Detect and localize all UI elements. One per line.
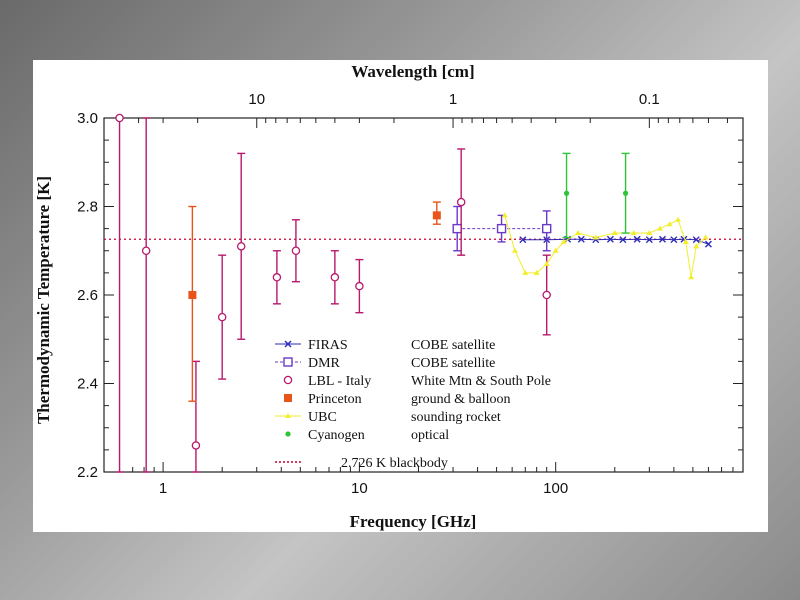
data-point	[542, 223, 552, 234]
y-tick-label: 2.8	[77, 199, 98, 216]
data-point	[330, 273, 340, 282]
data-point	[456, 197, 466, 207]
legend-marker	[285, 431, 291, 437]
data-point	[592, 234, 599, 240]
data-point	[633, 235, 641, 243]
data-point	[666, 221, 673, 227]
series-lbl-italy	[115, 113, 551, 473]
legend: FIRAS COBE satellite DMR COBE satellite LBL …	[275, 338, 551, 471]
series-dmr	[452, 205, 552, 252]
data-point	[682, 238, 689, 244]
data-point	[501, 212, 508, 218]
series-firas	[519, 235, 712, 248]
data-point	[217, 312, 227, 322]
legend-marker	[283, 357, 293, 367]
legend-marker	[283, 375, 293, 385]
top-tick-label: 0.1	[639, 91, 660, 108]
y-tick-label: 3.0	[77, 110, 98, 127]
legend-label: UBC	[308, 410, 337, 425]
y-tick-label: 2.2	[77, 464, 98, 481]
data-point	[606, 235, 614, 243]
data-point	[191, 441, 201, 450]
data-point	[560, 238, 567, 244]
data-point	[670, 236, 678, 244]
series-line	[522, 238, 709, 245]
legend-label: Princeton	[308, 392, 362, 407]
data-point	[657, 225, 664, 231]
y-tick-label: 2.6	[77, 287, 98, 304]
data-point	[511, 247, 518, 253]
data-point	[496, 223, 507, 234]
legend-marker	[285, 413, 291, 418]
legend-label: Cyanogen	[308, 428, 365, 443]
top-axis-title: Wavelength [cm]	[351, 62, 474, 81]
legend-label: DMR	[308, 356, 341, 371]
legend-note: optical	[411, 428, 449, 443]
data-point	[355, 281, 364, 291]
data-point	[688, 274, 695, 280]
legend-note: White Mtn & South Pole	[411, 374, 551, 389]
data-point	[563, 190, 570, 196]
data-point	[552, 247, 559, 253]
series-princeton	[188, 201, 441, 402]
series-layer	[115, 113, 712, 473]
legend-note: ground & balloon	[411, 392, 511, 407]
cmb-spectrum-chart: 1 10 100 2.2 2.4 2.6 2.8 3.0 10 1 0.1 Wavelength […	[34, 62, 744, 531]
data-point	[115, 113, 124, 123]
tick-labels: 1 10 100 2.2 2.4 2.6 2.8 3.0 10 1 0.1	[77, 91, 660, 497]
x-tick-label: 10	[351, 480, 368, 497]
axis-ticks	[103, 117, 744, 473]
x-tick-label: 1	[159, 480, 167, 497]
data-point	[542, 290, 551, 300]
top-tick-label: 10	[248, 91, 265, 108]
data-point	[522, 269, 529, 275]
data-point	[675, 216, 682, 222]
legend-note: COBE satellite	[411, 356, 495, 371]
data-point	[543, 261, 550, 267]
data-point	[704, 240, 712, 248]
legend-note: COBE satellite	[411, 338, 495, 353]
data-point	[611, 230, 618, 236]
legend-marker	[284, 394, 292, 402]
data-point	[619, 236, 627, 244]
data-point	[452, 223, 462, 234]
legend-blackbody-label: 2.726 K blackbody	[341, 456, 448, 471]
legend-label: FIRAS	[308, 338, 348, 353]
series-cyanogen	[562, 152, 630, 239]
chart-panel: 1 10 100 2.2 2.4 2.6 2.8 3.0 10 1 0.1 Wavelength […	[33, 60, 768, 532]
data-point	[519, 236, 527, 244]
top-tick-label: 1	[449, 91, 457, 108]
data-point	[533, 269, 540, 275]
data-point	[291, 246, 301, 255]
data-point	[141, 246, 151, 255]
data-point	[692, 236, 700, 244]
y-axis-title: Thermodynamic Temperature [K]	[34, 176, 53, 424]
series-ubc	[501, 212, 709, 280]
data-point	[702, 234, 709, 240]
legend-label: LBL - Italy	[308, 374, 371, 389]
data-point	[592, 236, 600, 244]
data-point	[646, 230, 653, 236]
data-point	[630, 230, 637, 236]
data-point	[188, 291, 197, 299]
y-tick-label: 2.4	[77, 376, 98, 393]
series-line	[504, 215, 706, 278]
data-point	[577, 235, 585, 243]
data-point	[693, 243, 700, 249]
data-point	[432, 211, 441, 220]
legend-note: sounding rocket	[411, 410, 501, 425]
data-point	[575, 230, 582, 236]
x-tick-label: 100	[543, 480, 568, 497]
data-point	[236, 242, 246, 251]
data-point	[645, 236, 653, 244]
data-point	[272, 273, 282, 282]
legend-marker	[284, 340, 292, 348]
data-point	[658, 235, 666, 243]
x-axis-title: Frequency [GHz]	[350, 512, 477, 531]
data-point	[622, 190, 629, 196]
